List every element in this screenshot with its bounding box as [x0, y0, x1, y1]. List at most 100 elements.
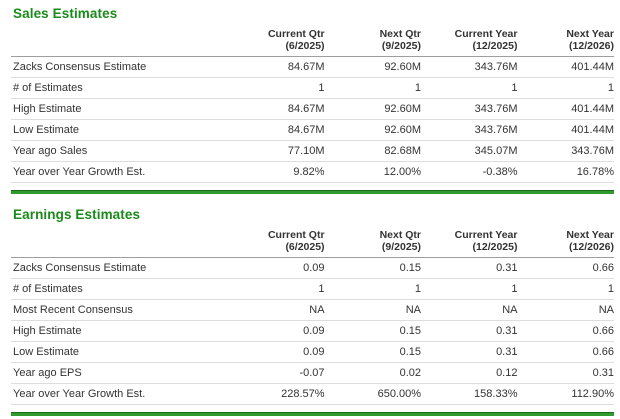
- row-value: NA: [517, 299, 614, 321]
- row-value: -0.38%: [421, 161, 518, 183]
- column-header: Next Year (12/2026): [517, 229, 614, 258]
- row-value: 0.15: [324, 257, 422, 279]
- row-value: 0.31: [421, 257, 518, 279]
- row-value: 0.66: [517, 341, 614, 363]
- table-row: High Estimate 84.67M 92.60M 343.76M 401.44M: [11, 98, 614, 120]
- row-value: 343.76M: [421, 56, 518, 78]
- row-value: 92.60M: [324, 119, 422, 141]
- table-row: Year ago Sales 77.10M 82.68M 345.07M 343.76M: [11, 140, 614, 162]
- row-value: 343.76M: [517, 140, 614, 162]
- row-label: Year ago Sales: [11, 140, 229, 162]
- row-label: # of Estimates: [11, 278, 229, 300]
- row-value: 1: [228, 278, 325, 300]
- row-value: 1: [517, 278, 614, 300]
- row-value: 228.57%: [228, 383, 325, 405]
- row-value: -0.07: [228, 362, 325, 384]
- table-row: Low Estimate 0.09 0.15 0.31 0.66: [11, 341, 614, 363]
- column-period-label: Next Year: [566, 229, 614, 241]
- row-value: 0.31: [421, 320, 518, 342]
- sales-estimates-title: Sales Estimates: [13, 6, 118, 21]
- column-date-label: (12/2026): [569, 40, 614, 52]
- sales-table-header-row: Current Qtr (6/2025) Next Qtr (9/2025) Curre…: [11, 28, 614, 57]
- row-value: 0.09: [228, 257, 325, 279]
- row-label: # of Estimates: [11, 77, 229, 99]
- row-value: 0.12: [421, 362, 518, 384]
- earnings-estimates-section: Earnings Estimates Current Qtr (6/2025) Ne…: [11, 194, 614, 416]
- row-value: 343.76M: [421, 98, 518, 120]
- column-date-label: (6/2025): [285, 241, 325, 253]
- row-value: 1: [421, 77, 518, 99]
- row-value: 401.44M: [517, 56, 614, 78]
- row-value: 1: [517, 77, 614, 99]
- row-label: High Estimate: [11, 98, 229, 120]
- column-header: Current Year (12/2025): [421, 229, 518, 258]
- sales-section-divider-bar: [11, 190, 614, 194]
- sales-table-body: Zacks Consensus Estimate 84.67M 92.60M 343.…: [11, 56, 614, 183]
- row-value: 112.90%: [517, 383, 614, 405]
- table-row: Zacks Consensus Estimate 84.67M 92.60M 343.…: [11, 56, 614, 78]
- row-label: High Estimate: [11, 320, 229, 342]
- row-value: 0.15: [324, 341, 422, 363]
- row-value: NA: [421, 299, 518, 321]
- column-date-label: (6/2025): [285, 40, 325, 52]
- row-value: 84.67M: [228, 119, 325, 141]
- row-label: Zacks Consensus Estimate: [11, 56, 229, 78]
- table-row: High Estimate 0.09 0.15 0.31 0.66: [11, 320, 614, 342]
- column-header: Current Qtr (6/2025): [228, 28, 325, 57]
- column-date-label: (12/2026): [569, 241, 614, 253]
- column-date-label: (9/2025): [381, 40, 422, 52]
- column-header: Current Year (12/2025): [421, 28, 518, 57]
- row-value: 1: [228, 77, 325, 99]
- row-label-column-header: [11, 28, 229, 57]
- row-label: Most Recent Consensus: [11, 299, 229, 321]
- row-value: 0.31: [421, 341, 518, 363]
- row-label: Low Estimate: [11, 341, 229, 363]
- column-header: Next Qtr (9/2025): [324, 28, 422, 57]
- row-label: Year over Year Growth Est.: [11, 161, 229, 183]
- column-period-label: Current Qtr: [267, 229, 325, 241]
- earnings-section-divider-bar: [11, 412, 614, 416]
- column-period-label: Current Year: [454, 28, 518, 40]
- column-header: Next Year (12/2026): [517, 28, 614, 57]
- table-row: Most Recent Consensus NA NA NA NA: [11, 299, 614, 321]
- column-period-label: Next Qtr: [379, 28, 422, 40]
- row-value: 0.66: [517, 320, 614, 342]
- row-label: Zacks Consensus Estimate: [11, 257, 229, 279]
- row-value: 84.67M: [228, 56, 325, 78]
- earnings-estimates-title: Earnings Estimates: [13, 207, 141, 222]
- row-value: 0.09: [228, 341, 325, 363]
- row-value: NA: [324, 299, 422, 321]
- table-row: Year ago EPS -0.07 0.02 0.12 0.31: [11, 362, 614, 384]
- row-value: 92.60M: [324, 56, 422, 78]
- row-label-column-header: [11, 229, 229, 258]
- row-value: 0.02: [324, 362, 422, 384]
- table-row: Year over Year Growth Est. 228.57% 650.00%…: [11, 383, 614, 405]
- row-value: 650.00%: [324, 383, 422, 405]
- row-value: NA: [228, 299, 325, 321]
- row-value: 82.68M: [324, 140, 422, 162]
- table-row: # of Estimates 1 1 1 1: [11, 77, 614, 99]
- column-period-label: Next Qtr: [379, 229, 422, 241]
- row-label: Year over Year Growth Est.: [11, 383, 229, 405]
- row-value: 9.82%: [228, 161, 325, 183]
- sales-estimates-section: Sales Estimates Current Qtr (6/2025) Next …: [11, 0, 614, 194]
- row-value: 345.07M: [421, 140, 518, 162]
- row-value: 0.31: [517, 362, 614, 384]
- row-value: 92.60M: [324, 98, 422, 120]
- row-value: 158.33%: [421, 383, 518, 405]
- row-value: 1: [324, 77, 422, 99]
- row-value: 0.66: [517, 257, 614, 279]
- table-row: Zacks Consensus Estimate 0.09 0.15 0.31 0.66: [11, 257, 614, 279]
- row-label: Year ago EPS: [11, 362, 229, 384]
- row-value: 12.00%: [324, 161, 422, 183]
- row-value: 343.76M: [421, 119, 518, 141]
- row-value: 0.09: [228, 320, 325, 342]
- row-value: 84.67M: [228, 98, 325, 120]
- row-value: 401.44M: [517, 119, 614, 141]
- earnings-estimates-table: Current Qtr (6/2025) Next Qtr (9/2025) Curre…: [11, 229, 614, 405]
- column-date-label: (9/2025): [381, 241, 422, 253]
- column-date-label: (12/2025): [472, 40, 518, 52]
- table-row: Year over Year Growth Est. 9.82% 12.00% -0.…: [11, 161, 614, 183]
- row-value: 401.44M: [517, 98, 614, 120]
